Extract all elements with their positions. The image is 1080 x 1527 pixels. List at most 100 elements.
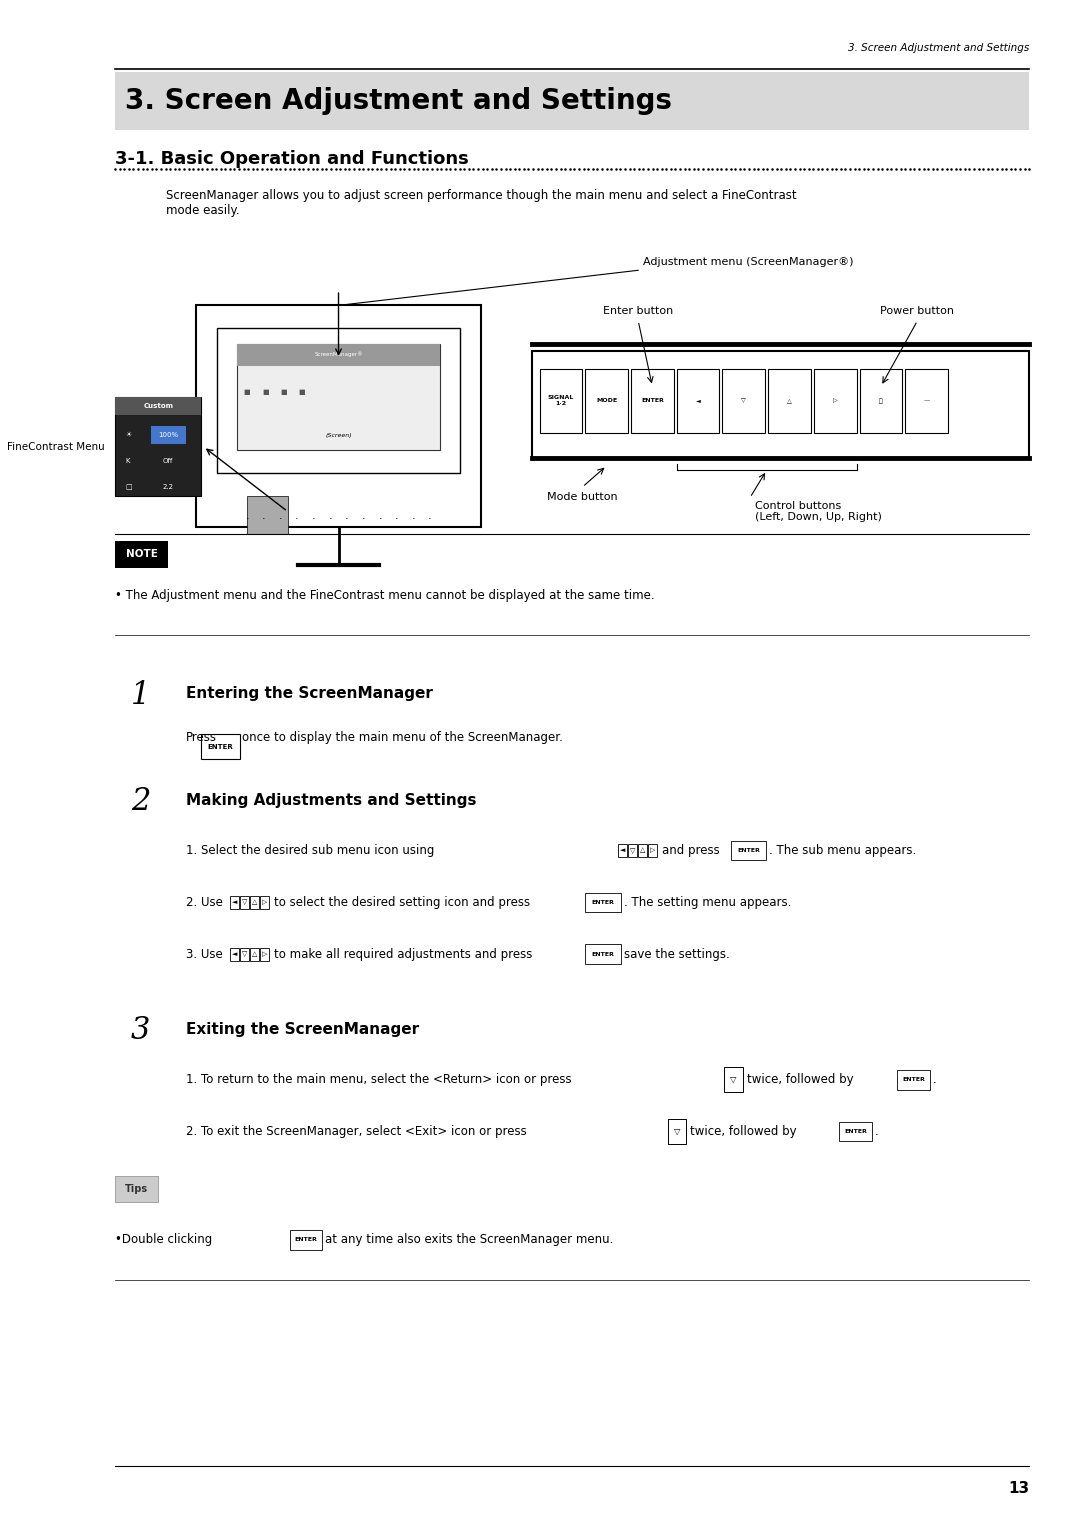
FancyBboxPatch shape bbox=[116, 72, 1029, 130]
Text: to make all required adjustments and press: to make all required adjustments and pre… bbox=[273, 948, 531, 960]
Text: ◄: ◄ bbox=[232, 899, 238, 906]
FancyBboxPatch shape bbox=[725, 1067, 743, 1092]
Text: 3-1. Basic Operation and Functions: 3-1. Basic Operation and Functions bbox=[116, 150, 469, 168]
Text: ▽: ▽ bbox=[242, 899, 247, 906]
Text: ENTER: ENTER bbox=[295, 1237, 318, 1243]
FancyBboxPatch shape bbox=[116, 397, 201, 415]
Text: ·: · bbox=[395, 515, 399, 524]
FancyBboxPatch shape bbox=[116, 397, 201, 496]
Text: ScreenManager allows you to adjust screen performance though the main menu and s: ScreenManager allows you to adjust scree… bbox=[166, 189, 796, 217]
Text: Custom: Custom bbox=[144, 403, 173, 409]
FancyBboxPatch shape bbox=[289, 1231, 322, 1249]
Text: ◄: ◄ bbox=[232, 951, 238, 957]
Text: 1. Select the desired sub menu icon using: 1. Select the desired sub menu icon usin… bbox=[186, 844, 434, 857]
FancyBboxPatch shape bbox=[240, 895, 249, 910]
Text: ■: ■ bbox=[281, 389, 287, 395]
Text: ▷: ▷ bbox=[833, 399, 838, 403]
FancyBboxPatch shape bbox=[585, 944, 621, 965]
Text: ·: · bbox=[279, 515, 282, 524]
Text: ·: · bbox=[378, 515, 382, 524]
Text: ▷: ▷ bbox=[262, 951, 268, 957]
Text: . The setting menu appears.: . The setting menu appears. bbox=[624, 896, 792, 909]
Text: Adjustment menu (ScreenManager®): Adjustment menu (ScreenManager®) bbox=[644, 257, 853, 267]
FancyBboxPatch shape bbox=[531, 351, 1029, 458]
FancyBboxPatch shape bbox=[260, 895, 269, 910]
FancyBboxPatch shape bbox=[897, 1069, 930, 1090]
FancyBboxPatch shape bbox=[251, 895, 259, 910]
FancyBboxPatch shape bbox=[247, 496, 287, 534]
Text: ▷: ▷ bbox=[262, 899, 268, 906]
Text: ENTER: ENTER bbox=[737, 847, 760, 854]
Text: Making Adjustments and Settings: Making Adjustments and Settings bbox=[186, 793, 476, 808]
FancyBboxPatch shape bbox=[217, 328, 460, 473]
FancyBboxPatch shape bbox=[618, 843, 627, 857]
Text: ·: · bbox=[295, 515, 299, 524]
FancyBboxPatch shape bbox=[197, 305, 481, 527]
Text: △: △ bbox=[640, 847, 646, 854]
Text: 1. To return to the main menu, select the <Return> icon or press: 1. To return to the main menu, select th… bbox=[186, 1073, 571, 1086]
Text: 2. Use: 2. Use bbox=[186, 896, 224, 909]
FancyBboxPatch shape bbox=[860, 368, 902, 432]
Text: Tips: Tips bbox=[125, 1183, 148, 1194]
Text: ·: · bbox=[345, 515, 349, 524]
FancyBboxPatch shape bbox=[839, 1121, 872, 1142]
Text: 100%: 100% bbox=[158, 432, 178, 438]
Text: twice, followed by: twice, followed by bbox=[690, 1125, 797, 1138]
Text: twice, followed by: twice, followed by bbox=[747, 1073, 853, 1086]
Text: and press: and press bbox=[662, 844, 719, 857]
Text: FineContrast Menu: FineContrast Menu bbox=[8, 441, 105, 452]
Text: MODE: MODE bbox=[596, 399, 618, 403]
Text: (Screen): (Screen) bbox=[325, 432, 352, 438]
FancyBboxPatch shape bbox=[638, 843, 647, 857]
Text: once to display the main menu of the ScreenManager.: once to display the main menu of the Scr… bbox=[242, 731, 563, 744]
Text: ·: · bbox=[262, 515, 266, 524]
FancyBboxPatch shape bbox=[631, 368, 674, 432]
FancyBboxPatch shape bbox=[237, 344, 440, 366]
Text: ENTER: ENTER bbox=[592, 899, 615, 906]
Text: ▽: ▽ bbox=[741, 399, 746, 403]
Text: ·: · bbox=[312, 515, 315, 524]
Text: 3: 3 bbox=[131, 1015, 150, 1046]
Text: ENTER: ENTER bbox=[845, 1128, 867, 1135]
Text: ScreenManager®: ScreenManager® bbox=[314, 351, 363, 357]
FancyBboxPatch shape bbox=[585, 892, 621, 913]
Text: 3. Screen Adjustment and Settings: 3. Screen Adjustment and Settings bbox=[125, 87, 672, 115]
FancyBboxPatch shape bbox=[648, 843, 658, 857]
Text: ENTER: ENTER bbox=[640, 399, 664, 403]
FancyBboxPatch shape bbox=[201, 734, 240, 759]
Text: 3. Use: 3. Use bbox=[186, 948, 222, 960]
FancyBboxPatch shape bbox=[240, 947, 249, 962]
Text: save the settings.: save the settings. bbox=[624, 948, 730, 960]
Text: ◄: ◄ bbox=[696, 399, 701, 403]
Text: ·: · bbox=[328, 515, 332, 524]
Text: Off: Off bbox=[163, 458, 173, 464]
FancyBboxPatch shape bbox=[723, 368, 765, 432]
Text: Press: Press bbox=[186, 731, 217, 744]
Text: ▽: ▽ bbox=[674, 1127, 680, 1136]
Text: ▽: ▽ bbox=[730, 1075, 737, 1084]
Text: 2.2: 2.2 bbox=[162, 484, 174, 490]
Text: 13: 13 bbox=[1008, 1481, 1029, 1496]
Text: ·: · bbox=[411, 515, 415, 524]
Text: ENTER: ENTER bbox=[902, 1077, 924, 1083]
Text: ■: ■ bbox=[299, 389, 306, 395]
FancyBboxPatch shape bbox=[150, 426, 186, 444]
FancyBboxPatch shape bbox=[667, 1119, 686, 1144]
FancyBboxPatch shape bbox=[814, 368, 856, 432]
Text: ■: ■ bbox=[262, 389, 269, 395]
Text: △: △ bbox=[252, 951, 257, 957]
Text: ENTER: ENTER bbox=[592, 951, 615, 957]
Text: 2. To exit the ScreenManager, select <Exit> icon or press: 2. To exit the ScreenManager, select <Ex… bbox=[186, 1125, 527, 1138]
Text: ·: · bbox=[428, 515, 432, 524]
Text: 1: 1 bbox=[131, 680, 150, 710]
Text: —: — bbox=[923, 399, 930, 403]
Text: .: . bbox=[933, 1073, 936, 1086]
Text: K: K bbox=[125, 458, 130, 464]
FancyBboxPatch shape bbox=[627, 843, 637, 857]
FancyBboxPatch shape bbox=[116, 541, 167, 568]
Text: •Double clicking: •Double clicking bbox=[116, 1234, 213, 1246]
Text: 2: 2 bbox=[131, 786, 150, 817]
FancyBboxPatch shape bbox=[730, 840, 766, 861]
Text: at any time also exits the ScreenManager menu.: at any time also exits the ScreenManager… bbox=[325, 1234, 613, 1246]
Text: △: △ bbox=[252, 899, 257, 906]
